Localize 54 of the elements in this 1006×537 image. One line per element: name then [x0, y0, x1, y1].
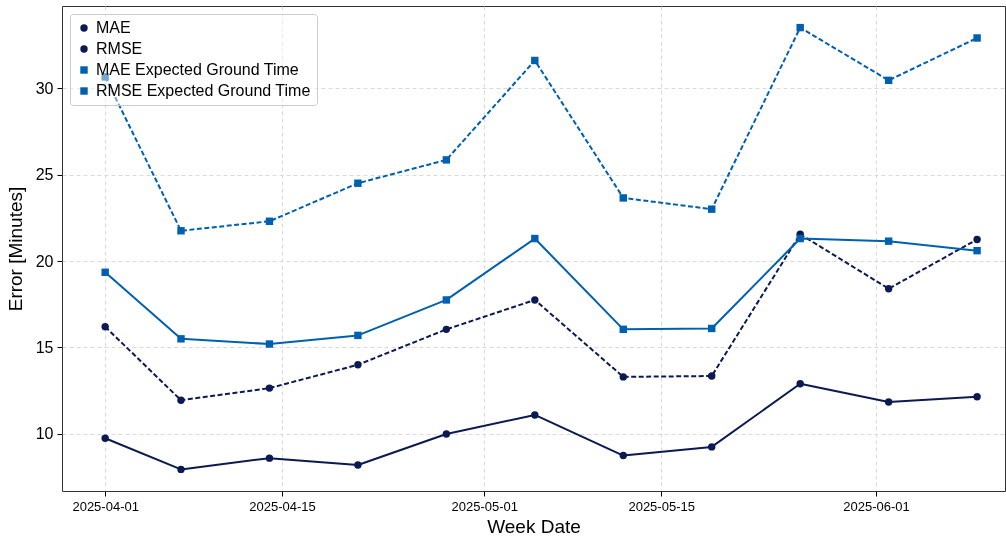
x-tick-label: 2025-04-01: [72, 498, 139, 514]
legend-label: MAE Expected Ground Time: [96, 61, 299, 78]
point: [177, 335, 185, 343]
y-tick-label: 25: [35, 166, 54, 184]
y-tick-label: 10: [35, 425, 54, 443]
point: [884, 398, 893, 406]
point: [973, 393, 981, 401]
point: [796, 234, 804, 243]
point: [708, 205, 716, 213]
point: [708, 443, 716, 451]
x-tick-label: 2025-05-01: [451, 498, 519, 514]
y-tick-label: 30: [35, 79, 54, 97]
point: [796, 23, 804, 32]
point: [177, 227, 185, 235]
point: [531, 296, 539, 304]
x-tick-label: 2025-04-15: [249, 498, 316, 514]
point: [101, 434, 109, 442]
point: [619, 451, 627, 460]
point: [101, 268, 109, 276]
point: [708, 372, 716, 380]
legend-label: RMSE Expected Ground Time: [96, 82, 311, 99]
point: [442, 156, 451, 164]
point: [531, 411, 539, 419]
point: [354, 461, 362, 469]
point: [265, 340, 274, 348]
point: [442, 296, 451, 304]
legend-label: RMSE: [96, 40, 143, 57]
point: [354, 361, 362, 369]
x-tick-label: 2025-06-01: [843, 498, 910, 514]
point: [354, 331, 362, 340]
point: [531, 234, 539, 243]
point: [973, 235, 981, 244]
point: [531, 56, 539, 65]
point: [177, 465, 185, 474]
point: [265, 384, 274, 392]
point: [354, 179, 362, 187]
y-axis-title: Error [Minutes]: [4, 186, 26, 312]
point: [973, 246, 981, 255]
point: [884, 285, 893, 293]
point: [884, 237, 893, 245]
point: [265, 454, 274, 462]
point: [442, 430, 451, 438]
point: [619, 373, 627, 381]
y-tick-label: 20: [35, 252, 54, 270]
point: [101, 323, 109, 331]
legend-label: MAE: [96, 19, 131, 36]
point: [442, 325, 451, 334]
point: [619, 194, 627, 202]
point: [973, 34, 981, 42]
x-tick-label: 2025-05-15: [628, 498, 695, 514]
y-tick-label: 15: [35, 338, 54, 356]
point: [177, 396, 185, 404]
point: [796, 380, 804, 388]
x-axis-title: Week Date: [487, 515, 581, 537]
